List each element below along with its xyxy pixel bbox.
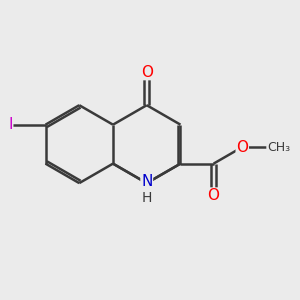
Text: O: O [236, 140, 248, 154]
Text: H: H [142, 191, 152, 205]
Text: O: O [141, 64, 153, 80]
Text: CH₃: CH₃ [267, 141, 290, 154]
Text: O: O [208, 188, 220, 203]
Text: I: I [8, 117, 13, 132]
Text: N: N [141, 174, 152, 189]
